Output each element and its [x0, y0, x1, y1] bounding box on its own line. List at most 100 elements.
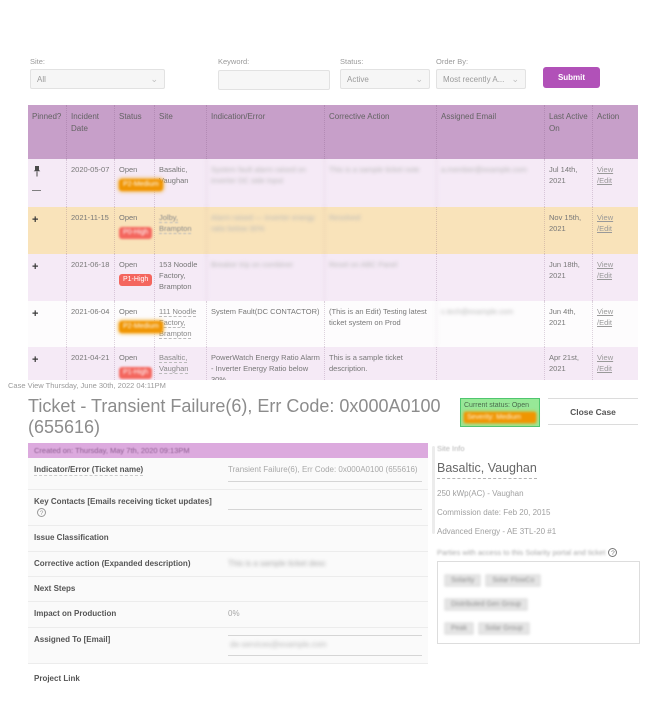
table-row: + 2021-04-21 Open P1-High Basaltic, Vaug…: [28, 347, 638, 380]
project-link-label: Project Link: [34, 674, 80, 684]
header-last-active: Last Active On: [544, 105, 592, 159]
severity-badge: P1-High: [119, 273, 153, 286]
pin-add-icon[interactable]: +: [32, 308, 39, 320]
view-link[interactable]: View: [597, 307, 614, 316]
header-status: Status: [114, 105, 154, 159]
view-link[interactable]: View: [597, 213, 614, 222]
orderby-filter-label: Order By:: [436, 57, 469, 66]
impact-value: 0%: [228, 609, 240, 619]
next-steps-label: Next Steps: [34, 583, 76, 593]
action-cell: View /Edit: [592, 207, 638, 254]
status-filter-value: Active: [347, 74, 369, 84]
close-case-button[interactable]: Close Case: [548, 398, 638, 425]
severity-badge: P2-Medium: [119, 178, 163, 191]
current-status-box: Current status: Open Severity: Medium: [460, 398, 540, 427]
incident-date: 2021-06-18: [66, 254, 114, 301]
created-on-text: Created on: Thursday, May 7th, 2020 09:1…: [34, 446, 190, 455]
current-status-text: Current status: Open: [464, 402, 529, 409]
chevron-down-icon: ⌄: [150, 73, 158, 84]
edit-link[interactable]: /Edit: [597, 223, 613, 233]
edit-link[interactable]: /Edit: [597, 317, 613, 327]
help-icon[interactable]: ?: [37, 508, 46, 518]
submit-button[interactable]: Submit: [543, 67, 600, 88]
filter-bar: Site: All ⌄ Keyword: Status: Active ⌄ Or…: [30, 57, 638, 93]
site-link[interactable]: Jolby, Brampton: [159, 213, 192, 233]
pin-add-icon[interactable]: +: [32, 214, 39, 226]
site-filter-select[interactable]: All ⌄: [30, 69, 165, 89]
pin-add-icon[interactable]: +: [32, 261, 39, 273]
chevron-down-icon: ⌄: [511, 73, 519, 84]
indication-cell: System fault alarm raised on inverter DC…: [206, 159, 324, 207]
indication-cell: PowerWatch Energy Ratio Alarm - Inverter…: [206, 347, 324, 380]
assigned-to-label: Assigned To [Email]: [34, 634, 111, 644]
pin-add-icon[interactable]: +: [32, 354, 39, 366]
action-cell: View /Edit: [592, 254, 638, 301]
header-pinned: Pinned?: [32, 112, 62, 121]
ticket-table: Pinned? Incident Date Status Site Indica…: [28, 105, 638, 380]
party-chip[interactable]: Solar Group: [477, 622, 530, 635]
corrective-cell: Reset on ABC Panel: [324, 254, 436, 301]
corrective-cell: This is a sample ticket note: [324, 159, 436, 207]
header-site: Site: [154, 105, 206, 159]
site-name-link[interactable]: Basaltic, Vaughan: [437, 461, 537, 479]
parties-caption-row: Parties with access to this Solarity por…: [437, 548, 640, 557]
indicator-label: Indicator/Error (Ticket name): [34, 465, 144, 474]
severity-badge: P0-High: [119, 226, 153, 239]
status-open: Open: [119, 165, 138, 174]
field-row-key-contacts: Key Contacts [Emails receiving ticket up…: [28, 490, 428, 527]
assigned-to-email: de-services@example.com: [230, 639, 327, 649]
edit-link[interactable]: /Edit: [597, 175, 613, 185]
impact-label: Impact on Production: [34, 609, 117, 619]
last-active-cell: Apr 21st, 2021: [544, 347, 592, 380]
corrective-cell: (This is an Edit) Testing latest ticket …: [324, 301, 436, 347]
edit-link[interactable]: /Edit: [597, 363, 613, 373]
status-cell: Open P2-Medium: [114, 301, 163, 347]
key-contacts-input[interactable]: [228, 497, 422, 511]
status-filter-select[interactable]: Active ⌄: [340, 69, 430, 89]
site-info-panel: Site Info Basaltic, Vaughan 250 kWp(AC) …: [437, 444, 640, 644]
table-row: — 2020-05-07 Open P2-Medium Basaltic, Va…: [28, 159, 638, 207]
party-chip[interactable]: Solarity: [444, 574, 482, 587]
severity-badge: P1-High: [119, 366, 153, 379]
orderby-filter-value: Most recently A...: [443, 74, 505, 84]
field-row-next-steps: Next Steps: [28, 576, 428, 603]
site-commission-date: Commission date: Feb 20, 2015: [437, 508, 551, 517]
status-cell: Open P1-High: [114, 254, 154, 301]
incident-date: 2021-11-15: [66, 207, 114, 254]
indication-cell: System Fault(DC CONTACTOR): [206, 301, 324, 347]
status-open: Open: [119, 260, 138, 269]
status-cell: Open P2-Medium: [114, 159, 163, 207]
party-chip[interactable]: Distributed Gen Group: [444, 598, 529, 611]
party-chip[interactable]: Solar FlowCo: [485, 574, 542, 587]
edit-link[interactable]: /Edit: [597, 270, 613, 280]
table-row: + 2021-06-18 Open P1-High 153 Noodle Fac…: [28, 254, 638, 301]
view-link[interactable]: View: [597, 353, 614, 362]
assigned-to-input[interactable]: de-services@example.com: [228, 634, 422, 657]
site-link[interactable]: Basaltic, Vaughan: [159, 353, 189, 373]
key-contacts-label: Key Contacts [Emails receiving ticket up…: [34, 497, 212, 507]
field-row-issue-classification: Issue Classification: [28, 526, 428, 552]
assigned-email-cell: [436, 254, 544, 301]
site-filter-value: All: [37, 74, 46, 84]
unpin-icon[interactable]: —: [32, 184, 41, 195]
parties-chip-box: Solarity Solar FlowCo Distributed Gen Grou…: [437, 561, 640, 644]
action-cell: View /Edit: [592, 301, 638, 347]
severity-badge: P2-Medium: [119, 320, 163, 333]
site-capacity: 250 kWp(AC) - Vaughan: [437, 489, 524, 498]
corrective-cell: Resolved: [324, 207, 436, 254]
party-chip[interactable]: Peak: [444, 622, 474, 635]
site-link[interactable]: 111 Noodle Factory, Brampton: [159, 307, 197, 338]
status-filter-label: Status:: [340, 57, 364, 66]
status-open: Open: [119, 307, 138, 316]
keyword-input[interactable]: [218, 69, 330, 90]
assigned-email-cell: c.tech@example.com: [436, 301, 544, 347]
help-icon[interactable]: ?: [608, 548, 618, 557]
view-link[interactable]: View: [597, 260, 614, 269]
view-link[interactable]: View: [597, 165, 614, 174]
form-scrollbar[interactable]: [432, 446, 435, 534]
severity-badge: Severity: Medium: [464, 412, 536, 423]
pushpin-icon[interactable]: [32, 165, 62, 182]
orderby-filter-select[interactable]: Most recently A... ⌄: [436, 69, 526, 89]
status-filter-group: Status: Active ⌄: [340, 57, 430, 89]
ticket-title: Ticket - Transient Failure(6), Err Code:…: [28, 396, 441, 437]
